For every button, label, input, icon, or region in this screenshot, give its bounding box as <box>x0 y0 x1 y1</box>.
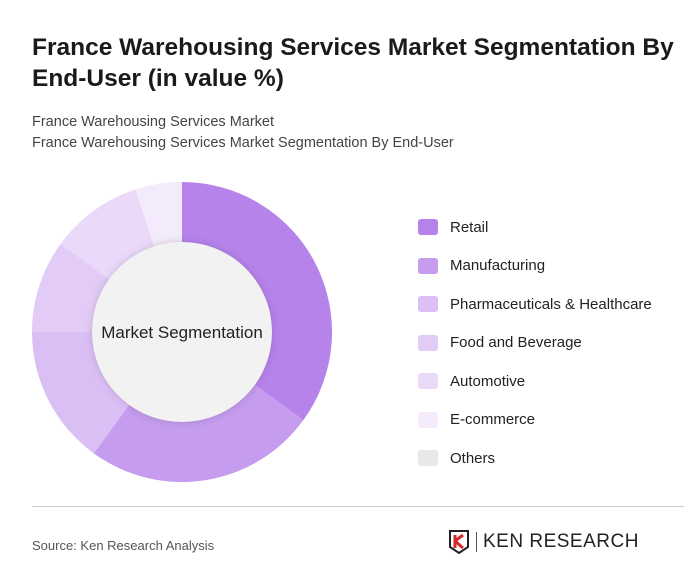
logo-text: KEN RESEARCH <box>483 531 639 552</box>
legend-item: E-commerce <box>418 401 652 440</box>
legend-swatch <box>418 373 438 390</box>
legend-label: Pharmaceuticals & Healthcare <box>450 295 652 313</box>
legend-label: Automotive <box>450 372 526 390</box>
legend-label: Food and Beverage <box>450 334 582 352</box>
ken-research-logo: KEN RESEARCH <box>448 530 639 554</box>
slice-pharmaceuticals-healthcare <box>32 332 131 454</box>
legend-item: Pharmaceuticals & Healthcare <box>418 285 652 324</box>
legend-label: Retail <box>450 218 489 236</box>
legend-swatch <box>418 334 438 351</box>
legend-item: Food and Beverage <box>418 324 652 363</box>
legend-swatch <box>418 219 438 236</box>
subtitle-1: France Warehousing Services Market <box>32 114 275 130</box>
slice-e-commerce <box>135 182 182 249</box>
center-label: Market Segmentation <box>101 323 263 342</box>
legend-swatch <box>418 450 438 467</box>
legend-swatch <box>418 411 438 428</box>
divider <box>32 506 684 507</box>
chart-title: France Warehousing Services Market Segme… <box>32 34 674 92</box>
legend-item: Retail <box>418 208 652 247</box>
legend-label: Others <box>450 449 496 467</box>
slice-manufacturing <box>93 383 304 482</box>
donut-center <box>92 242 272 422</box>
legend-item: Automotive <box>418 362 652 401</box>
source-note: Source: Ken Research Analysis <box>32 538 215 553</box>
slice-food-and-beverage <box>32 243 111 332</box>
legend-item: Others <box>418 439 652 478</box>
legend-swatch <box>418 257 438 274</box>
slice-retail <box>182 182 332 421</box>
donut-chart: Market Segmentation <box>32 182 332 482</box>
legend-label: E-commerce <box>450 411 536 429</box>
logo-icon <box>449 530 469 554</box>
legend-swatch <box>418 296 438 313</box>
slice-automotive <box>60 189 155 281</box>
legend: Retail Manufacturing Pharmaceuticals & Hea… <box>418 208 652 478</box>
legend-label: Manufacturing <box>450 257 546 275</box>
legend-item: Manufacturing <box>418 247 652 286</box>
subtitle-2: France Warehousing Services Market Segme… <box>32 135 454 151</box>
